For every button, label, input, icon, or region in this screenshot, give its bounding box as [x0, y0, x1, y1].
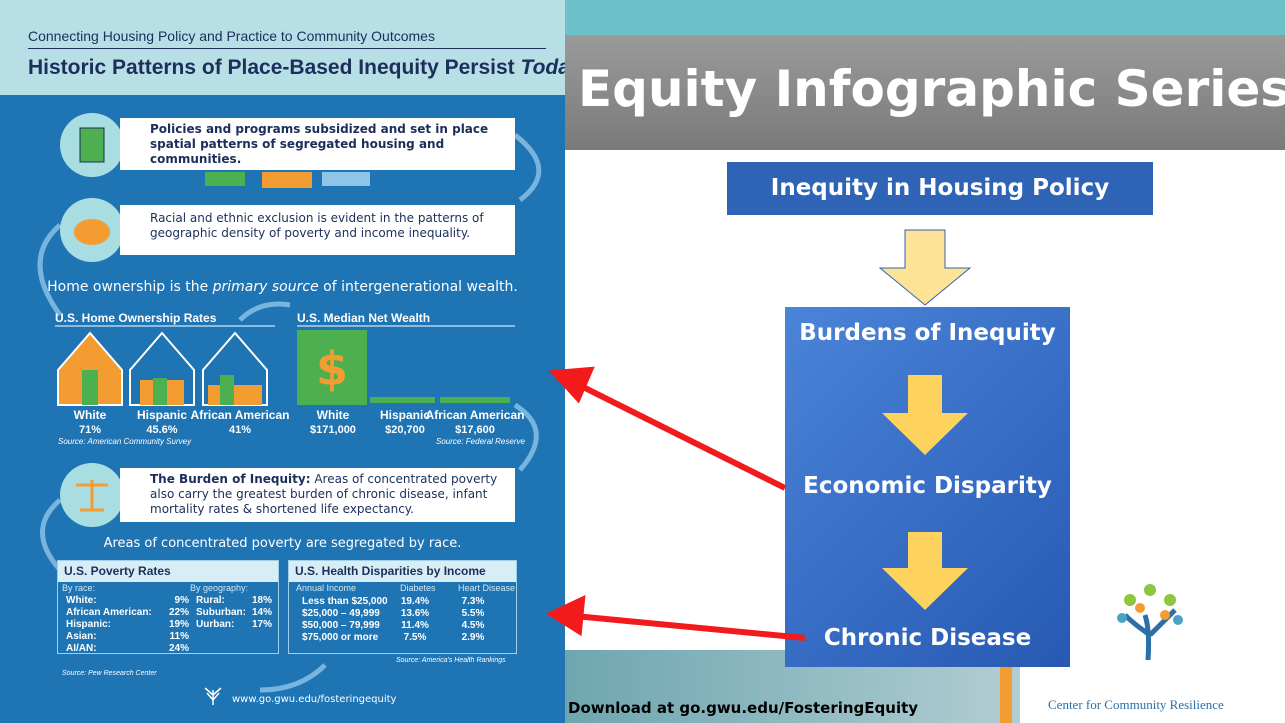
flow-step: Economic Disparity: [785, 473, 1070, 499]
flow-arrows: [0, 0, 1285, 723]
flow-step: Chronic Disease: [785, 625, 1070, 651]
page: {"slide":{"title":"Equity Infographic Se…: [0, 0, 1285, 723]
flow-step: Burdens of Inequity: [785, 320, 1070, 346]
